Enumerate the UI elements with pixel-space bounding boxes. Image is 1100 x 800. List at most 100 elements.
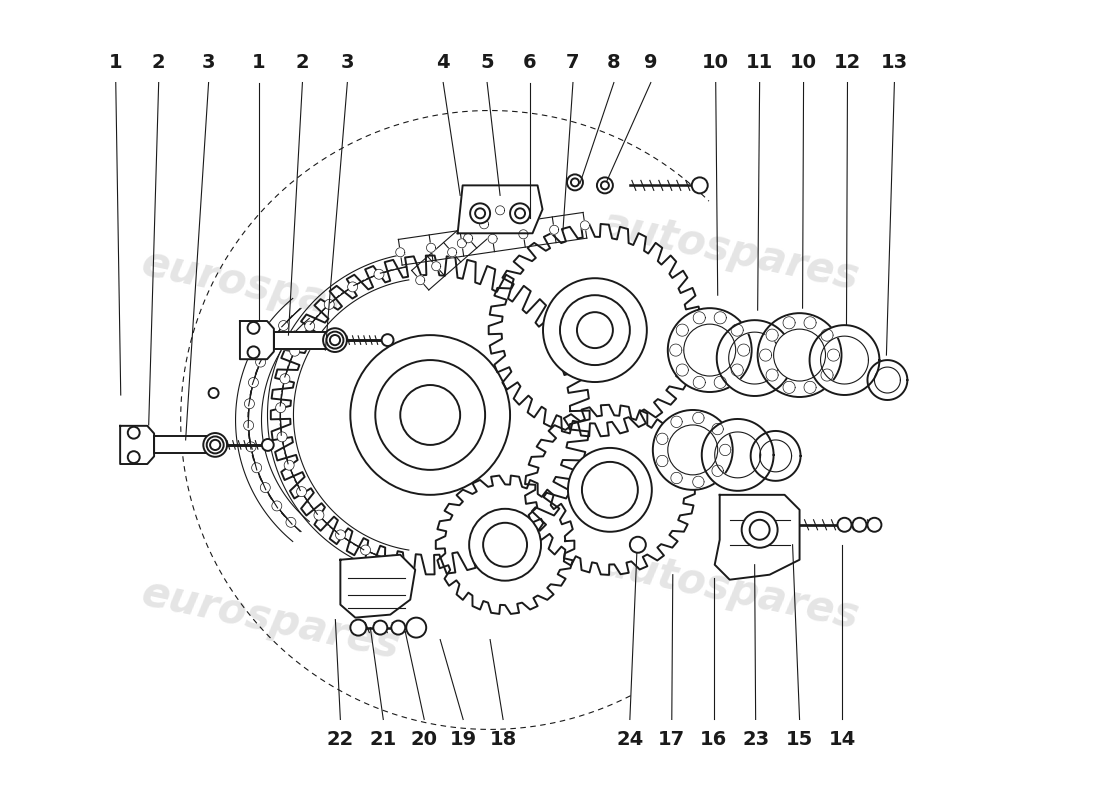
Circle shape	[276, 402, 286, 413]
Circle shape	[244, 398, 254, 409]
Polygon shape	[670, 344, 682, 356]
Circle shape	[773, 329, 825, 381]
Circle shape	[324, 299, 334, 310]
Polygon shape	[702, 419, 773, 491]
Circle shape	[750, 520, 770, 540]
Circle shape	[323, 328, 346, 352]
Text: 24: 24	[616, 730, 644, 749]
Polygon shape	[766, 369, 778, 381]
Polygon shape	[766, 329, 778, 341]
Text: autospares: autospares	[597, 542, 862, 638]
Polygon shape	[657, 455, 668, 466]
Polygon shape	[340, 554, 415, 618]
Circle shape	[204, 433, 227, 457]
Polygon shape	[750, 431, 801, 481]
Polygon shape	[827, 349, 839, 361]
Text: 1: 1	[109, 53, 122, 72]
Circle shape	[684, 324, 736, 376]
Polygon shape	[693, 376, 705, 389]
Polygon shape	[271, 255, 590, 574]
Circle shape	[566, 174, 583, 190]
Polygon shape	[810, 325, 879, 395]
Circle shape	[668, 308, 751, 392]
Circle shape	[255, 357, 265, 367]
Circle shape	[272, 501, 282, 511]
Circle shape	[210, 440, 220, 450]
Polygon shape	[693, 476, 704, 487]
Text: 5: 5	[481, 53, 494, 72]
Polygon shape	[240, 321, 274, 359]
Circle shape	[601, 182, 609, 190]
Text: 15: 15	[785, 730, 813, 749]
Text: 23: 23	[742, 730, 769, 749]
Circle shape	[248, 322, 260, 334]
Circle shape	[692, 178, 707, 194]
Polygon shape	[783, 382, 795, 394]
Polygon shape	[154, 437, 216, 454]
Circle shape	[284, 460, 294, 470]
Polygon shape	[396, 248, 405, 257]
Circle shape	[382, 334, 394, 346]
Text: 21: 21	[370, 730, 397, 749]
Circle shape	[327, 332, 343, 349]
Polygon shape	[448, 248, 456, 257]
Circle shape	[758, 313, 842, 397]
Text: 9: 9	[645, 53, 658, 72]
Circle shape	[314, 510, 323, 520]
Polygon shape	[463, 234, 473, 243]
Circle shape	[475, 208, 485, 218]
Polygon shape	[488, 234, 497, 243]
Polygon shape	[719, 444, 730, 456]
Text: eurospares: eurospares	[138, 572, 404, 667]
Circle shape	[278, 321, 288, 330]
Polygon shape	[804, 317, 816, 329]
Text: 11: 11	[746, 53, 773, 72]
Polygon shape	[581, 221, 590, 230]
Circle shape	[483, 522, 527, 566]
Polygon shape	[120, 426, 154, 464]
Text: 4: 4	[437, 53, 450, 72]
Polygon shape	[657, 433, 668, 445]
Polygon shape	[693, 312, 705, 324]
Text: 22: 22	[327, 730, 354, 749]
Circle shape	[305, 321, 315, 331]
Polygon shape	[496, 206, 505, 215]
Polygon shape	[550, 226, 559, 234]
Polygon shape	[712, 465, 724, 477]
Polygon shape	[458, 238, 466, 248]
Text: 10: 10	[790, 53, 817, 72]
Text: autospares: autospares	[597, 202, 862, 298]
Text: 1: 1	[252, 53, 265, 72]
Text: 6: 6	[524, 53, 537, 72]
Polygon shape	[488, 224, 701, 436]
Circle shape	[668, 425, 717, 475]
Circle shape	[350, 620, 366, 635]
Text: 3: 3	[341, 53, 354, 72]
Polygon shape	[274, 332, 336, 349]
Polygon shape	[436, 475, 574, 614]
Circle shape	[470, 203, 491, 223]
Polygon shape	[519, 230, 528, 239]
Circle shape	[652, 410, 733, 490]
Circle shape	[249, 378, 258, 387]
Circle shape	[837, 518, 851, 532]
Circle shape	[277, 432, 287, 442]
Circle shape	[243, 420, 254, 430]
Polygon shape	[717, 320, 793, 396]
Text: 18: 18	[490, 730, 517, 749]
Circle shape	[392, 621, 405, 634]
Polygon shape	[804, 382, 816, 394]
Text: 7: 7	[566, 53, 580, 72]
Circle shape	[348, 282, 358, 292]
Polygon shape	[868, 360, 908, 400]
Circle shape	[571, 178, 579, 186]
Text: 12: 12	[834, 53, 861, 72]
Circle shape	[297, 486, 307, 497]
Circle shape	[630, 537, 646, 553]
Circle shape	[336, 530, 345, 540]
Circle shape	[128, 426, 140, 438]
Text: 3: 3	[201, 53, 216, 72]
Circle shape	[266, 338, 276, 348]
Circle shape	[209, 388, 219, 398]
Circle shape	[868, 518, 881, 532]
